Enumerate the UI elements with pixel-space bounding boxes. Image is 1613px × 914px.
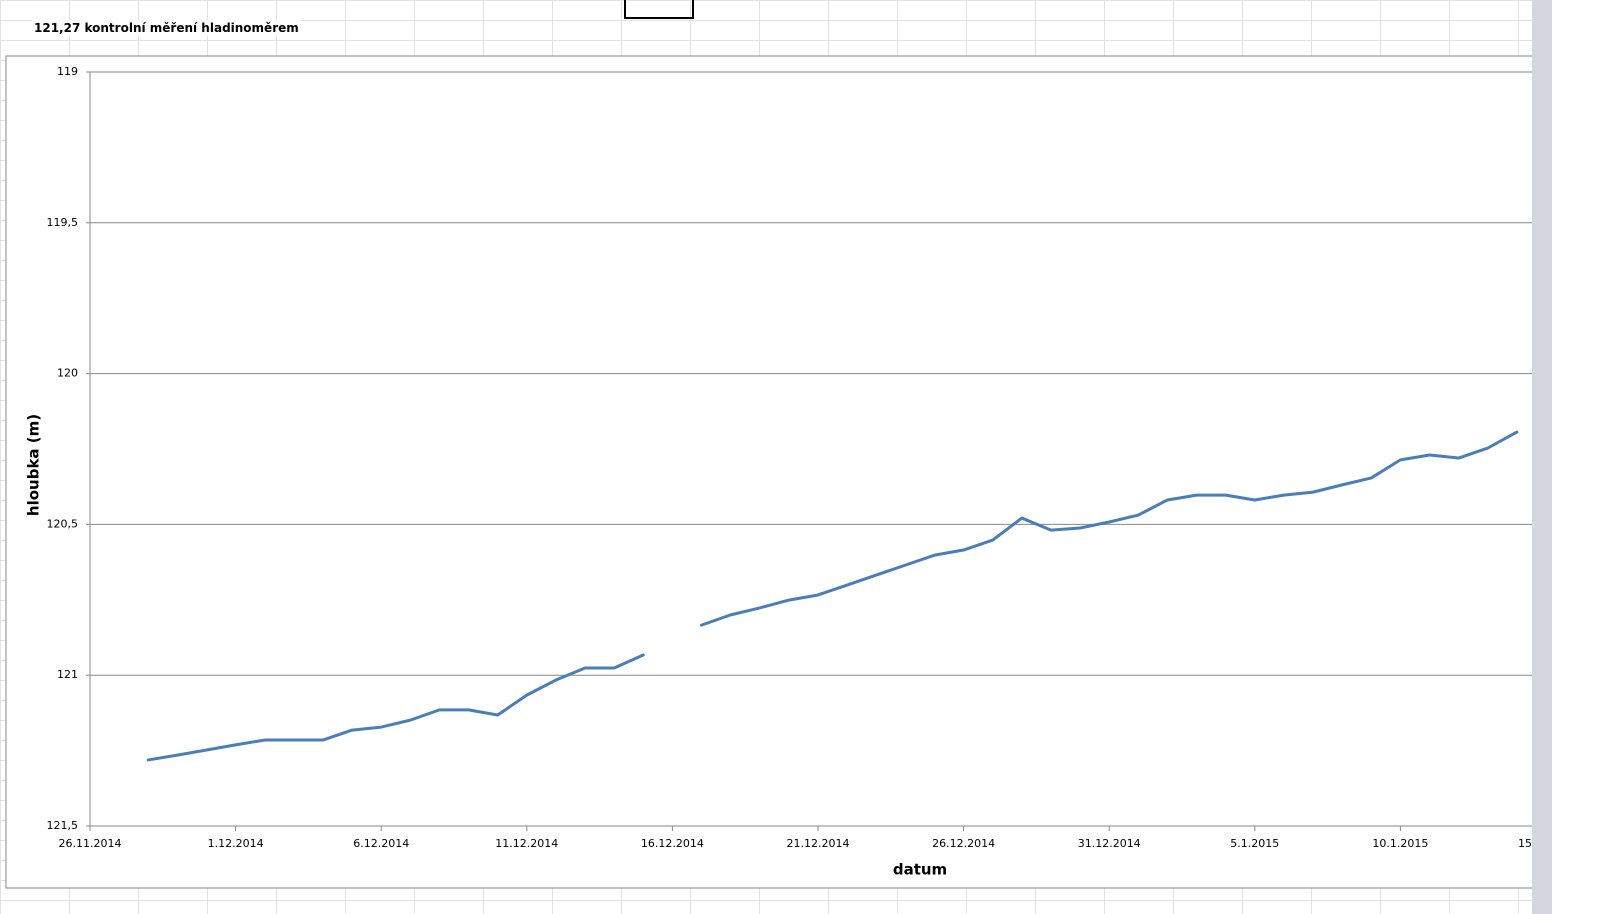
x-tick-label: 6.12.2014 [353,837,409,850]
y-axis-label: hloubka (m) [25,414,43,516]
cell-note: 121,27 kontrolní měření hladinoměrem [32,20,301,36]
y-tick-label: 120 [57,367,78,380]
x-tick-label: 21.12.2014 [787,837,850,850]
x-tick-label: 31.12.2014 [1078,837,1141,850]
x-tick-label: 11.12.2014 [495,837,558,850]
x-tick-label: 1.12.2014 [208,837,264,850]
y-tick-label: 119,5 [47,216,79,229]
x-tick-label: 26.12.2014 [932,837,995,850]
x-axis-label: datum [893,861,947,879]
x-tick-label: 10.1.2015 [1372,837,1428,850]
data-line [700,430,1519,627]
x-tick-label: 5.1.2015 [1230,837,1279,850]
chart: hloubka (m) datum 119 119,5 120 120,5 121 121… [5,55,1532,889]
data-line [146,653,645,762]
y-tick-label: 121 [57,668,78,681]
chart-area [5,55,1532,889]
x-tick-label: 26.11.2014 [59,837,122,850]
y-tick-label: 120,5 [47,517,79,530]
y-tick-label: 119 [57,65,78,78]
selected-cell[interactable] [624,0,694,19]
x-tick-label: 16.12.2014 [641,837,704,850]
scrollbar[interactable] [1532,0,1552,914]
x-tick-label: 15.1.2015 [1518,837,1532,850]
y-tick-label: 121,5 [47,819,79,832]
